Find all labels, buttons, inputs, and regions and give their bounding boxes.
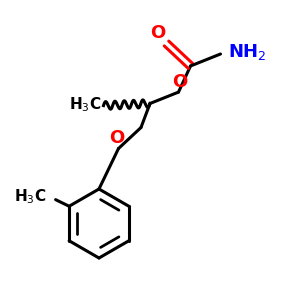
Text: O: O (110, 129, 124, 147)
Text: O: O (150, 24, 165, 42)
Text: O: O (172, 73, 188, 91)
Text: NH$_2$: NH$_2$ (228, 43, 267, 62)
Text: H$_3$C: H$_3$C (14, 187, 46, 206)
Text: H$_3$C: H$_3$C (69, 95, 101, 114)
